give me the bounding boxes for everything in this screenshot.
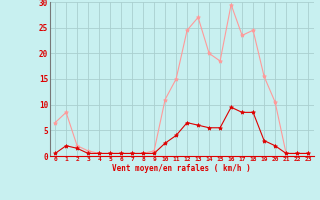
X-axis label: Vent moyen/en rafales ( km/h ): Vent moyen/en rafales ( km/h ) [112, 164, 251, 173]
